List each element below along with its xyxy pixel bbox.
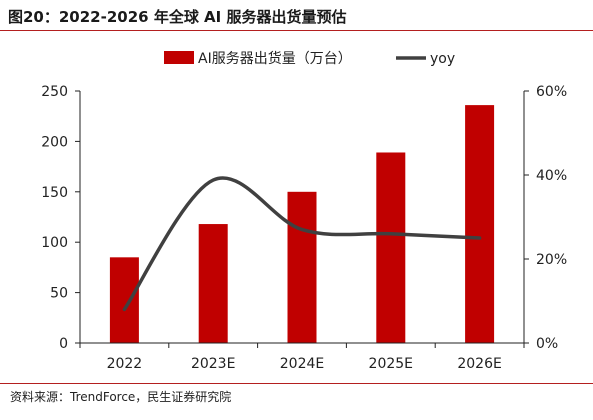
- page-title: 图20：2022-2026 年全球 AI 服务器出货量预估: [8, 8, 347, 26]
- x-tick-label: 2026E: [457, 356, 501, 372]
- bar-2022: [109, 257, 139, 343]
- y-right-tick-label: 20%: [536, 252, 567, 268]
- bar-2025E: [376, 152, 406, 343]
- y-left-tick-label: 100: [41, 235, 68, 251]
- y-left-tick-label: 200: [41, 134, 68, 150]
- y-right-tick-label: 60%: [536, 84, 567, 100]
- bar-2026E: [465, 105, 495, 343]
- x-tick-label: 2023E: [191, 356, 235, 372]
- y-right-tick-label: 40%: [536, 168, 567, 184]
- title-divider: [0, 30, 593, 31]
- legend-swatch-bar: [164, 51, 194, 64]
- bar-2024E: [287, 191, 317, 343]
- y-left-tick-label: 0: [59, 336, 68, 352]
- y-left-tick-label: 250: [41, 84, 68, 100]
- y-left-tick-label: 150: [41, 185, 68, 201]
- source-note: 资料来源：TrendForce，民生证券研究院: [10, 390, 232, 404]
- legend-label-line: yoy: [430, 51, 455, 67]
- bar-2023E: [198, 224, 228, 343]
- yoy-line: [122, 176, 482, 312]
- x-tick-label: 2025E: [369, 356, 413, 372]
- source-divider: [0, 383, 593, 384]
- x-tick-label: 2024E: [280, 356, 324, 372]
- y-left-tick-label: 50: [50, 286, 68, 302]
- chart: 0 50 100 150 200 250 0% 20% 40% 60% 2022 2023E 2024E…: [41, 50, 567, 372]
- y-right-tick-label: 0%: [536, 336, 558, 352]
- legend-label-bar: AI服务器出货量（万台）: [198, 50, 352, 67]
- x-tick-label: 2022: [107, 356, 143, 372]
